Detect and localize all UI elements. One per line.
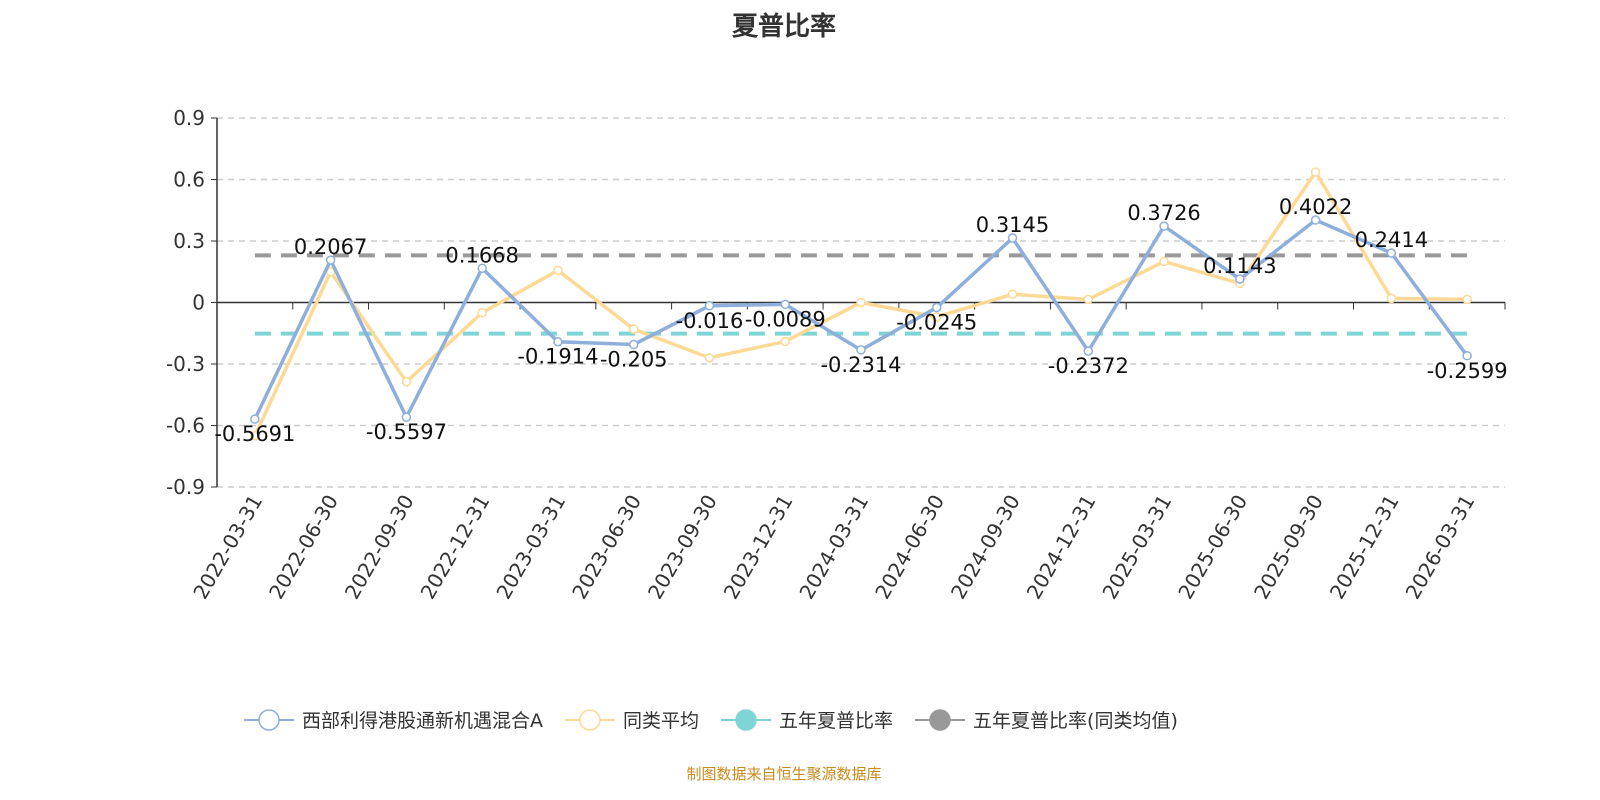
fund-point (704, 301, 715, 311)
x-tick-label: 2024-03-31 (794, 491, 873, 604)
data-label: -0.205 (600, 348, 668, 372)
data-label: -0.2372 (1048, 354, 1129, 378)
peer-point (1083, 294, 1094, 305)
legend-item[interactable]: 五年夏普比率(同类均值) (915, 706, 1178, 733)
fund-point (1235, 274, 1245, 284)
legend-marker-icon (244, 708, 294, 731)
data-label: 0.2414 (1355, 228, 1428, 252)
data-label: -0.0245 (896, 311, 977, 335)
data-label: 0.3145 (976, 213, 1049, 237)
y-tick-label: -0.3 (166, 352, 205, 376)
fund-point (325, 255, 336, 265)
sharpe-ratio-chart: 0.9 0.6 0.3 0 -0.3 -0.6 -0.92022-03-312022-06-… (166, 106, 1508, 604)
fund-point (553, 336, 563, 347)
x-tick-label: 2025-06-30 (1173, 491, 1252, 604)
data-label: -0.016 (676, 309, 744, 333)
fund-point (1007, 233, 1018, 243)
legend-item[interactable]: 西部利得港股通新机遇混合A (244, 706, 543, 733)
x-tick-label: 2023-09-30 (643, 491, 722, 604)
x-tick-label: 2023-12-31 (719, 491, 798, 604)
data-label: -0.5597 (366, 420, 447, 444)
fund-point (1386, 248, 1397, 258)
peer-point (780, 336, 790, 347)
data-label: -0.2314 (820, 353, 901, 377)
fund-point (932, 302, 942, 313)
legend: 西部利得港股通新机遇混合A 同类平均 五年夏普比率 五年夏普比率(同类均值) (244, 706, 1178, 733)
fund-point (250, 414, 260, 424)
fund-point (477, 263, 487, 274)
data-label: 0.3726 (1127, 201, 1200, 225)
x-tick-label: 2022-12-31 (416, 491, 495, 604)
x-tick-label: 2022-09-30 (340, 490, 419, 603)
peer-point (704, 353, 715, 363)
data-label: 0.1143 (1203, 254, 1276, 278)
x-tick-label: 2024-12-31 (1022, 491, 1101, 604)
legend-label: 同类平均 (623, 710, 700, 732)
data-label: -0.5691 (214, 422, 295, 446)
fund-point (1159, 221, 1169, 231)
peer-point (628, 324, 639, 334)
chart-title: 夏普比率 (731, 12, 836, 42)
peer-point (1462, 294, 1472, 305)
y-tick-label: 0 (192, 291, 205, 315)
data-label: 0.1668 (445, 243, 518, 267)
legend-marker-icon (565, 708, 615, 731)
legend-item[interactable]: 五年夏普比率 (721, 706, 893, 733)
fund-point (1310, 215, 1321, 225)
x-tick-label: 2024-09-30 (946, 491, 1025, 604)
legend-label: 五年夏普比率 (779, 710, 894, 732)
peer-point (1386, 293, 1397, 304)
fund-line (253, 218, 1469, 422)
data-label: -0.2599 (1427, 359, 1508, 383)
x-tick-label: 2025-03-31 (1097, 491, 1176, 604)
peer-point (553, 265, 563, 276)
fund-point (401, 412, 412, 422)
y-tick-label: 0.3 (173, 229, 205, 253)
y-tick-label: -0.9 (166, 475, 205, 499)
x-tick-label: 2023-06-30 (567, 491, 646, 604)
fund-point (1083, 346, 1094, 356)
legend-marker-icon (915, 708, 966, 731)
fund-point (628, 339, 639, 350)
peer-point (856, 297, 866, 308)
x-tick-label: 2025-12-31 (1325, 491, 1404, 604)
fund-point (856, 345, 866, 355)
peer-point (1007, 289, 1018, 300)
peer-point (1159, 256, 1169, 267)
peer-point (401, 377, 412, 387)
x-tick-label: 2026-03-31 (1401, 491, 1480, 604)
data-source-footer: 制图数据来自恒生聚源数据库 (686, 765, 882, 783)
peer-point (932, 312, 942, 322)
legend-label: 西部利得港股通新机遇混合A (302, 710, 543, 732)
x-tick-label: 2022-06-30 (264, 491, 343, 604)
peer-point (477, 308, 487, 318)
peer-point (250, 431, 260, 441)
peer-point (1310, 167, 1321, 177)
legend-label: 五年夏普比率(同类均值) (973, 710, 1178, 732)
y-tick-label: 0.6 (173, 168, 205, 192)
legend-item[interactable]: 同类平均 (565, 706, 699, 733)
x-tick-label: 2025-09-30 (1249, 491, 1328, 604)
x-tick-label: 2023-03-31 (491, 491, 570, 604)
data-label: 0.2067 (294, 235, 367, 259)
legend-marker-icon (721, 708, 772, 731)
x-tick-label: 2024-06-30 (870, 490, 949, 603)
data-label: -0.1914 (517, 345, 598, 369)
fund-point (780, 299, 790, 310)
data-label: -0.0089 (745, 307, 826, 331)
y-tick-label: -0.6 (166, 414, 205, 438)
y-tick-label: 0.9 (173, 106, 205, 130)
fund-point (1462, 351, 1472, 361)
data-label: 0.4022 (1279, 195, 1352, 219)
x-tick-label: 2022-03-31 (188, 491, 267, 604)
